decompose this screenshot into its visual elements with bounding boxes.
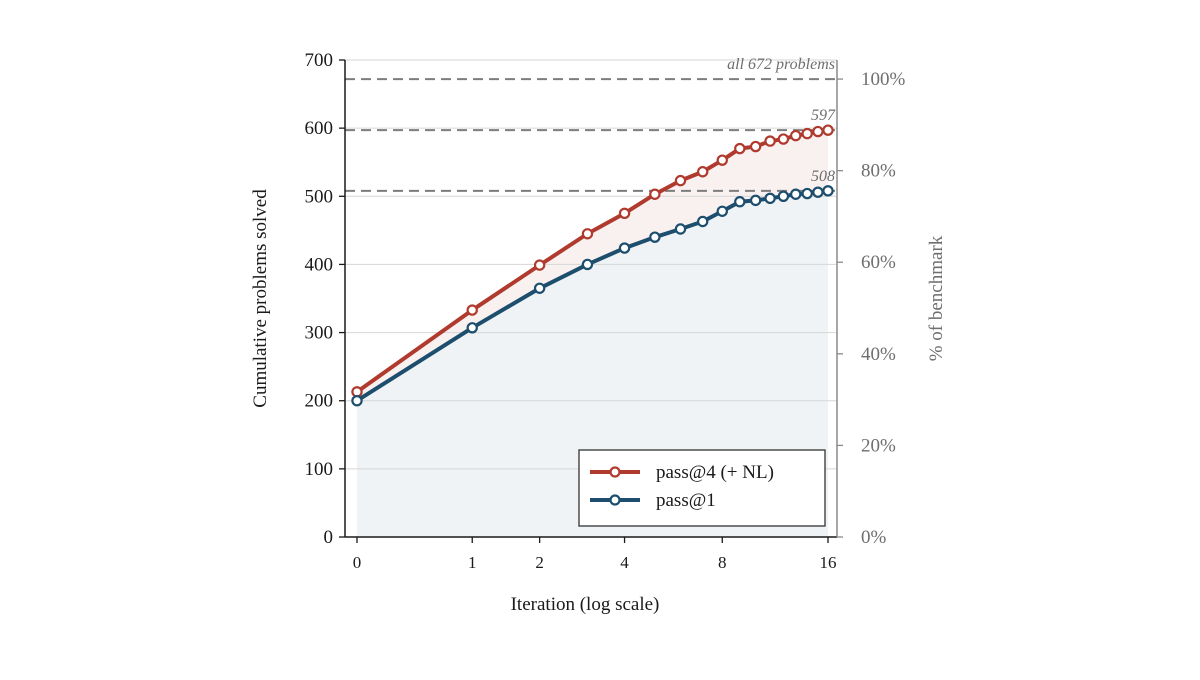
data-point-pass1	[801, 187, 813, 200]
reference-line-label: 597	[811, 107, 836, 124]
x-tick-label: 1	[468, 553, 477, 572]
x-tick-label: 2	[535, 553, 544, 572]
data-point-pass1	[790, 188, 802, 200]
y-right-tick-label: 0%	[861, 527, 887, 548]
data-point-pass4	[618, 207, 631, 220]
data-point-pass1	[618, 242, 631, 254]
data-point-pass4	[801, 127, 813, 140]
reference-line-label: 508	[811, 168, 835, 185]
data-point-pass1	[812, 186, 824, 198]
y-right-tick-label: 80%	[861, 161, 896, 182]
data-point-pass4	[649, 188, 661, 200]
y-tick-label: 300	[305, 323, 334, 344]
y-axis-right-label: % of benchmark	[926, 235, 947, 361]
data-point-pass1	[696, 215, 709, 228]
data-point-pass4	[674, 174, 687, 187]
y-right-tick-label: 60%	[861, 252, 896, 273]
data-point-pass1	[533, 282, 546, 294]
data-point-pass4	[812, 125, 824, 138]
data-point-pass1	[734, 196, 746, 208]
data-point-pass1	[749, 194, 762, 207]
y-tick-label: 0	[324, 527, 334, 548]
data-point-pass1	[764, 192, 776, 205]
data-point-pass4	[790, 129, 802, 142]
y-tick-label: 500	[305, 186, 334, 207]
y-tick-label: 100	[305, 459, 334, 480]
y-right-tick-label: 40%	[861, 344, 896, 365]
data-point-pass1	[466, 322, 478, 334]
y-tick-label: 700	[305, 50, 334, 71]
x-tick-label: 8	[718, 553, 727, 572]
y-tick-label: 200	[305, 391, 334, 412]
y-axis-label: Cumulative problems solved	[250, 189, 271, 408]
data-point-pass4	[822, 124, 834, 136]
series-layer	[351, 124, 834, 407]
data-point-pass4	[749, 140, 762, 153]
data-point-pass4	[734, 142, 746, 155]
legend-marker-pass1	[609, 494, 621, 506]
data-point-pass4	[466, 304, 478, 316]
x-tick-label: 0	[353, 553, 362, 572]
reference-lines: all 672 problems 597 508	[345, 56, 837, 192]
data-point-pass4	[581, 228, 594, 240]
y-right-tick-label: 20%	[861, 435, 896, 456]
legend-label-pass1: pass@1	[656, 490, 716, 511]
data-point-pass1	[716, 205, 728, 217]
legend-marker-pass4	[609, 466, 621, 478]
area-between-series	[357, 130, 828, 401]
legend: pass@4 (+ NL) pass@1	[578, 449, 826, 527]
legend-label-pass4: pass@4 (+ NL)	[656, 462, 774, 483]
data-point-pass1	[822, 185, 834, 197]
data-point-pass1	[351, 395, 363, 407]
labels-layer: Iteration (log scale) Cumulative problem…	[250, 189, 947, 615]
data-point-pass1	[674, 223, 687, 235]
data-point-pass4	[777, 133, 790, 145]
reference-line-label: all 672 problems	[727, 56, 835, 73]
data-point-pass1	[777, 190, 790, 202]
data-point-pass1	[581, 258, 594, 271]
data-point-pass1	[649, 231, 661, 243]
data-point-pass4	[764, 135, 776, 147]
data-point-pass4	[533, 259, 546, 271]
data-point-pass4	[696, 166, 709, 178]
x-axis-label: Iteration (log scale)	[511, 594, 660, 615]
x-tick-label: 4	[620, 553, 629, 572]
data-point-pass4	[716, 154, 728, 166]
y-right-tick-label: 100%	[861, 69, 906, 90]
y-tick-label: 400	[305, 254, 334, 275]
x-tick-label: 16	[820, 553, 837, 572]
axes: 0 100 200 300 400 500 600 700 0% 20% 40% 60% 80% 100%…	[305, 50, 906, 572]
legend-box	[578, 449, 826, 527]
y-tick-label: 600	[305, 118, 334, 139]
